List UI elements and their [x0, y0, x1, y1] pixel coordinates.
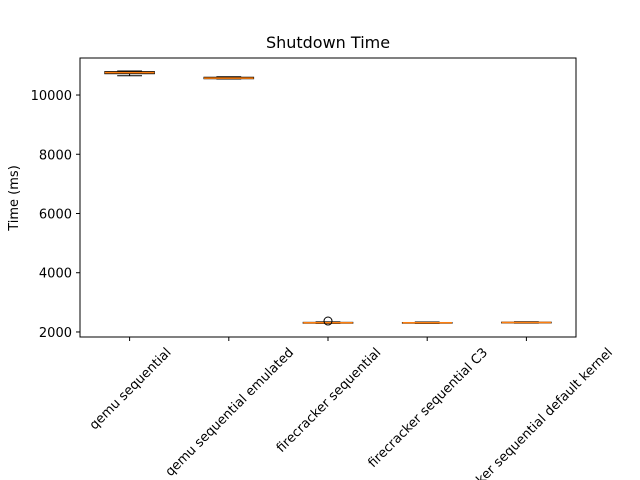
flier	[323, 316, 333, 326]
y-tick-label: 4000	[39, 267, 72, 282]
x-tick-label: qemu sequential	[87, 345, 175, 433]
x-tick-label: firecracker sequential C3	[365, 345, 491, 471]
y-tick-label: 10000	[31, 89, 72, 104]
x-tick-label: qemu sequential emulated	[163, 345, 297, 479]
y-tick-label: 6000	[39, 207, 72, 222]
y-tick-label: 8000	[39, 148, 72, 163]
y-axis-label: Time (ms)	[7, 165, 22, 232]
plot-frame	[79, 57, 577, 338]
y-tick-label: 2000	[39, 326, 72, 341]
chart-title: Shutdown Time	[266, 33, 390, 52]
